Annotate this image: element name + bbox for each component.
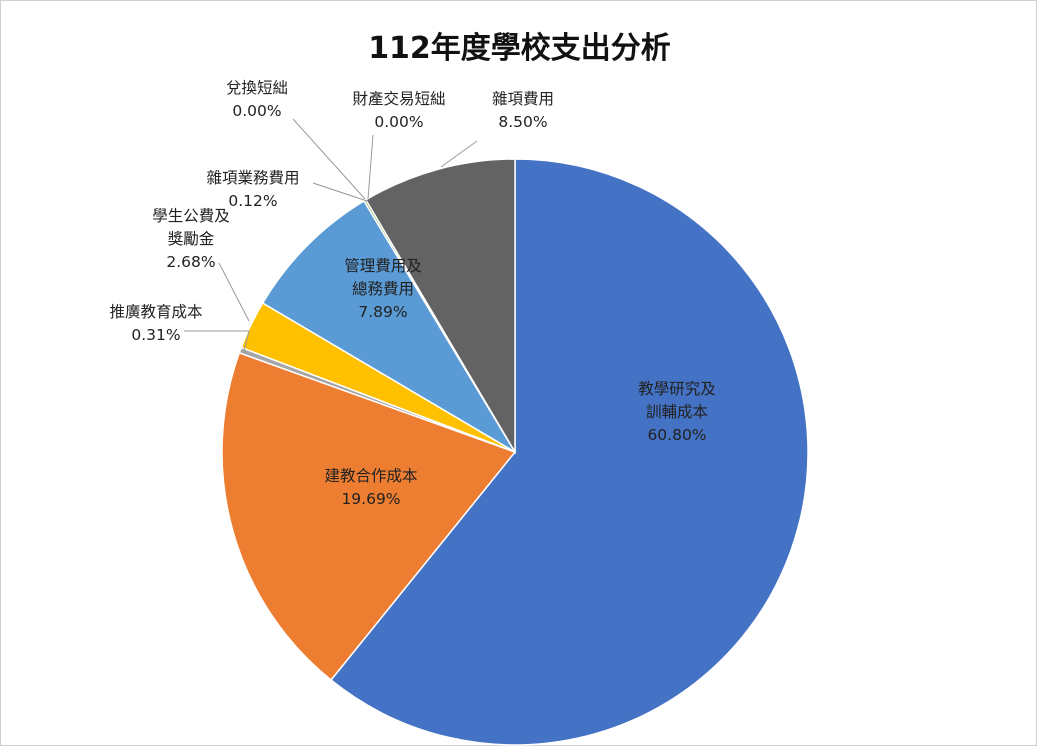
- slice-name-line: 雜項費用: [492, 90, 554, 108]
- slice-name-line: 管理費用及: [344, 257, 422, 275]
- slice-label-0: 教學研究及訓輔成本 60.80%: [638, 379, 716, 444]
- pie-slice-8: [364, 158, 516, 455]
- slice-percent: 2.68%: [166, 253, 215, 271]
- leader-line-3: [218, 262, 250, 322]
- slice-name-line: 獎勵金: [168, 230, 215, 248]
- slice-label-6: 財產交易短絀 0.00%: [352, 90, 445, 131]
- slice-name-line: 學生公費及: [152, 206, 230, 225]
- slice-label-4: 管理費用及總務費用 7.89%: [344, 257, 422, 321]
- leader-line-2: [184, 330, 250, 352]
- leader-line-7: [292, 118, 366, 200]
- slice-name-line: 財產交易短絀: [352, 90, 445, 108]
- slice-label-3: 學生公費及獎勵金 2.68%: [152, 206, 230, 271]
- slice-percent: 60.80%: [647, 426, 706, 444]
- slice-label-5: 雜項業務費用 0.12%: [206, 169, 299, 210]
- slice-name-line: 推廣教育成本: [109, 303, 202, 321]
- pie-slice-1: [221, 351, 517, 682]
- leader-line-5: [312, 182, 368, 202]
- leader-line-8: [440, 140, 478, 168]
- slice-percent: 0.00%: [232, 102, 281, 120]
- chart-title: 112年度學校支出分析: [368, 31, 671, 66]
- slice-label-7: 兌換短絀 0.00%: [226, 79, 288, 120]
- slice-percent: 0.31%: [131, 326, 180, 344]
- slice-name-line: 雜項業務費用: [206, 169, 299, 187]
- slice-percent: 7.89%: [358, 303, 407, 321]
- slice-labels: 教學研究及訓輔成本 60.80% 建教合作成本 19.69% 推廣教育成本 0.31% 學生…: [109, 79, 715, 508]
- slice-name-line: 教學研究及: [638, 379, 716, 398]
- slice-label-1: 建教合作成本 19.69%: [324, 467, 417, 508]
- pie-slice-0: [329, 158, 809, 746]
- slice-percent: 19.69%: [341, 490, 400, 508]
- slice-percent: 8.50%: [498, 113, 547, 131]
- slice-label-2: 推廣教育成本 0.31%: [109, 303, 202, 344]
- slice-percent: 0.00%: [374, 113, 423, 131]
- slice-name-line: 總務費用: [352, 280, 414, 298]
- leader-line-6: [367, 134, 374, 200]
- slice-percent: 0.12%: [228, 192, 277, 210]
- slice-name-line: 訓輔成本: [646, 403, 708, 421]
- slice-label-8: 雜項費用 8.50%: [492, 90, 554, 131]
- pie-slices: [221, 158, 809, 746]
- pie-slice-4: [261, 199, 516, 453]
- leader-lines: [184, 118, 478, 352]
- slice-name-line: 建教合作成本: [324, 467, 417, 485]
- slice-name-line: 兌換短絀: [226, 79, 288, 97]
